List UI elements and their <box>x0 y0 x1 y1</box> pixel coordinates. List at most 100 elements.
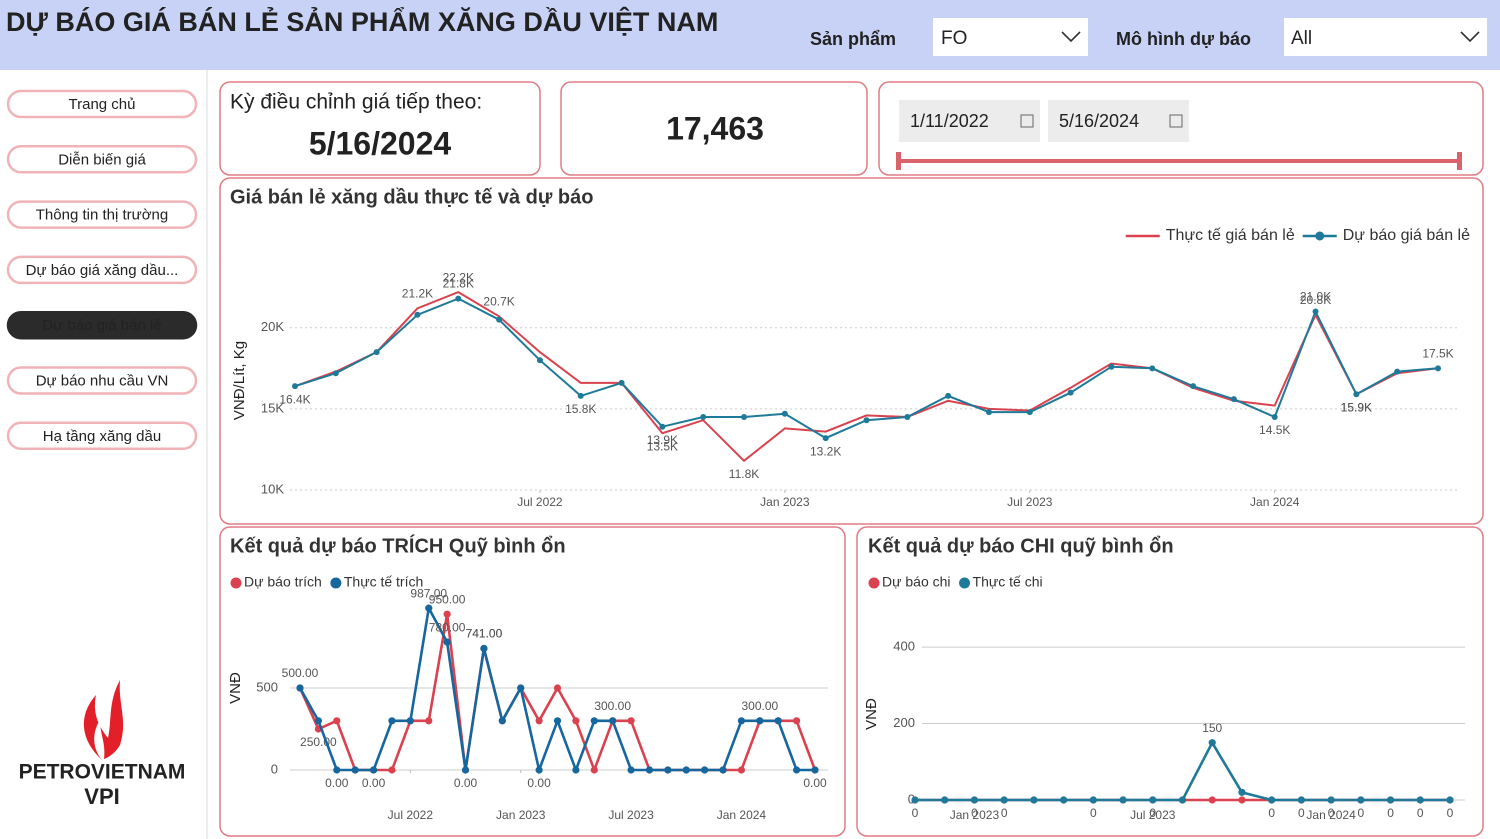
logo: PETROVIETNAM VPI <box>19 680 185 809</box>
data-label: 500.00 <box>282 666 319 680</box>
dropdown[interactable] <box>1284 18 1487 56</box>
data-label: 0 <box>1001 806 1008 820</box>
nav-button[interactable] <box>6 200 198 229</box>
point <box>1394 368 1401 375</box>
point <box>351 766 359 774</box>
legend-label: Dự báo chi <box>882 574 951 590</box>
point <box>664 766 672 774</box>
point <box>659 423 666 430</box>
dropdown-value: All <box>1291 28 1312 49</box>
x-tick-label: Jan 2024 <box>1306 808 1356 822</box>
dropdown[interactable] <box>933 18 1088 56</box>
data-label: 0.00 <box>527 776 551 790</box>
data-label: 300.00 <box>741 699 778 713</box>
date-input[interactable] <box>1048 100 1189 142</box>
point <box>1386 796 1395 804</box>
date-end: 5/16/2024 <box>1059 111 1139 131</box>
chevron <box>1061 31 1081 43</box>
point <box>577 392 584 399</box>
point <box>863 417 870 424</box>
point <box>425 717 433 725</box>
data-label: 0 <box>1298 806 1305 820</box>
point <box>553 717 562 725</box>
point <box>741 414 748 420</box>
point <box>737 766 746 774</box>
x-tick-label: Jul 2023 <box>1007 495 1053 509</box>
point <box>1119 796 1127 804</box>
point <box>1149 796 1157 804</box>
chart-card <box>219 177 1484 525</box>
point <box>536 357 543 364</box>
nav-button[interactable] <box>6 89 198 119</box>
data-label: 0 <box>1387 806 1394 820</box>
data-label: 20.8K <box>1300 293 1331 307</box>
data-label: 13.5K <box>647 439 678 453</box>
filter-label: Mô hình dự báo <box>1116 29 1251 49</box>
data-label: 20.7K <box>483 295 514 309</box>
point <box>1416 796 1424 804</box>
data-label: 0 <box>912 806 919 820</box>
point <box>553 684 562 692</box>
x-tick-label: Jan 2023 <box>760 495 810 509</box>
point <box>1230 396 1237 403</box>
nav-button[interactable] <box>6 145 198 174</box>
point <box>414 311 421 318</box>
point <box>1067 389 1074 396</box>
point <box>1271 414 1278 420</box>
data-label: 0 <box>971 806 978 820</box>
data-label: 0 <box>1328 806 1335 820</box>
point <box>332 370 339 377</box>
data-label: 16.4K <box>279 392 310 406</box>
point <box>480 644 488 653</box>
point <box>333 717 341 725</box>
point <box>1208 739 1216 747</box>
point <box>1190 383 1197 390</box>
legend-marker <box>330 577 342 589</box>
data-label: 0.00 <box>803 776 827 790</box>
date-input[interactable] <box>899 100 1040 142</box>
point <box>535 717 543 725</box>
point <box>388 766 396 774</box>
nav-button[interactable] <box>6 255 198 285</box>
data-label: 741.00 <box>466 627 503 641</box>
legend-marker <box>868 577 880 589</box>
data-label: 11.8K <box>729 467 759 481</box>
point <box>682 766 690 774</box>
y-tick-label: 400 <box>893 639 915 654</box>
y-axis-title: VNĐ <box>863 698 880 730</box>
date-start: 1/11/2022 <box>910 111 989 131</box>
chevron <box>1460 31 1480 43</box>
data-label: 21.0K <box>1300 290 1331 304</box>
point <box>1030 796 1038 804</box>
nav-button[interactable] <box>6 421 198 451</box>
point <box>1000 796 1008 804</box>
chart-card <box>856 526 1484 837</box>
legend-label: Thực tế chi <box>973 574 1043 590</box>
point <box>406 717 414 725</box>
data-label: 150 <box>1202 721 1222 735</box>
point <box>443 638 451 646</box>
nav-button[interactable] <box>6 310 198 340</box>
nav-button[interactable] <box>6 366 198 395</box>
legend-label: Thực tế trích <box>344 574 423 590</box>
page-title: DỰ BÁO GIÁ BÁN LẺ SẢN PHẨM XĂNG DẦU VIỆT… <box>6 5 718 37</box>
data-label: 780.00 <box>429 620 466 634</box>
slider-handle[interactable] <box>896 152 901 170</box>
point <box>1149 365 1156 372</box>
point <box>443 610 451 618</box>
nav-label: Dự báo giá xăng dầu... <box>26 262 179 279</box>
legend-label: Thực tế giá bán lẻ <box>1166 227 1295 244</box>
chart-card <box>219 526 846 837</box>
point <box>292 383 298 390</box>
nav-label: Trang chủ <box>69 96 136 113</box>
slider-handle[interactable] <box>1457 152 1462 170</box>
data-label: 15.9K <box>1341 400 1372 414</box>
point <box>369 766 378 774</box>
flame <box>83 680 124 760</box>
x-tick-label: Jan 2023 <box>496 808 546 822</box>
point <box>1026 409 1033 416</box>
nav-label: Dự báo giá bán lẻ <box>42 317 161 334</box>
data-label: 300.00 <box>594 699 631 713</box>
x-tick-label: Jul 2022 <box>388 808 434 822</box>
x-tick-label: Jul 2023 <box>608 808 654 822</box>
